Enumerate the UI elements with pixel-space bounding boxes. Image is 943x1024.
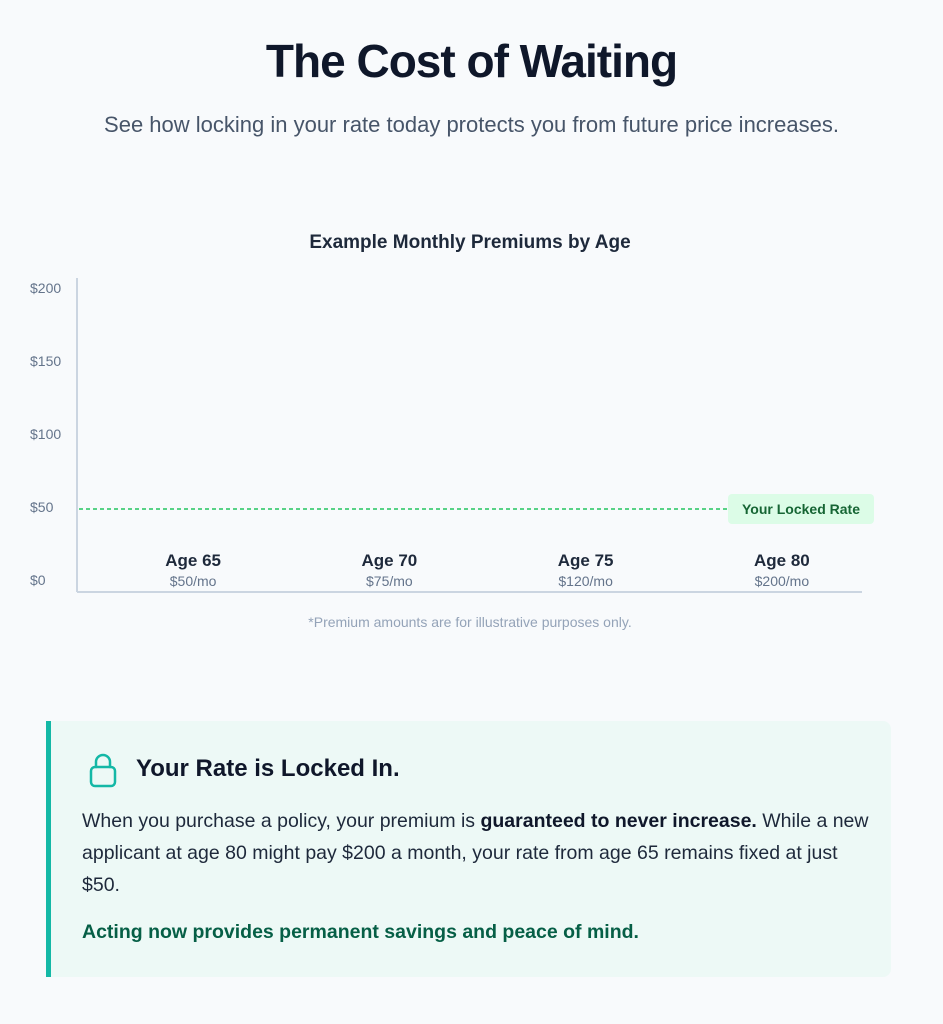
chart-footnote: *Premium amounts are for illustrative pu…	[308, 614, 632, 630]
bar-value-label: $200/mo	[755, 573, 810, 589]
bar-category-label: Age 80	[754, 551, 810, 570]
bar-category-label: Age 65	[165, 551, 221, 570]
callout-body: When you purchase a policy, your premium…	[82, 805, 872, 901]
locked-rate-badge	[728, 494, 874, 524]
y-tick-label: $150	[30, 353, 61, 369]
y-tick-label: $200	[30, 280, 61, 296]
bar-value-label: $75/mo	[366, 573, 413, 589]
premium-chart: $0 $50 $100 $150 $200 Your Locked Rate Age 65 $…	[30, 278, 874, 593]
callout-body-emphasis: guaranteed to never increase.	[480, 810, 757, 832]
lock-icon	[89, 752, 117, 793]
locked-rate-label: Your Locked Rate	[742, 501, 860, 517]
y-tick-label: $50	[30, 499, 54, 515]
chart-title: Example Monthly Premiums by Age	[309, 232, 631, 253]
callout-body-text-end: While a new applicant at age 80 might pa…	[82, 810, 869, 896]
page-subtitle: See how locking in your rate today prote…	[104, 112, 839, 137]
callout-cta: Acting now provides permanent savings an…	[82, 921, 639, 943]
bar-value-label: $50/mo	[170, 573, 217, 589]
callout-body-text: When you purchase a policy, your premium…	[82, 810, 481, 832]
y-tick-label: $0	[30, 572, 46, 588]
bar-value-label: $120/mo	[558, 573, 613, 589]
bar-category-label: Age 70	[362, 551, 418, 570]
callout-heading: Your Rate is Locked In.	[136, 755, 400, 782]
rate-locked-callout: Your Rate is Locked In. When you purchas…	[46, 721, 891, 977]
bar-category-label: Age 75	[558, 551, 614, 570]
page-title: The Cost of Waiting	[265, 35, 678, 87]
y-tick-label: $100	[30, 426, 61, 442]
